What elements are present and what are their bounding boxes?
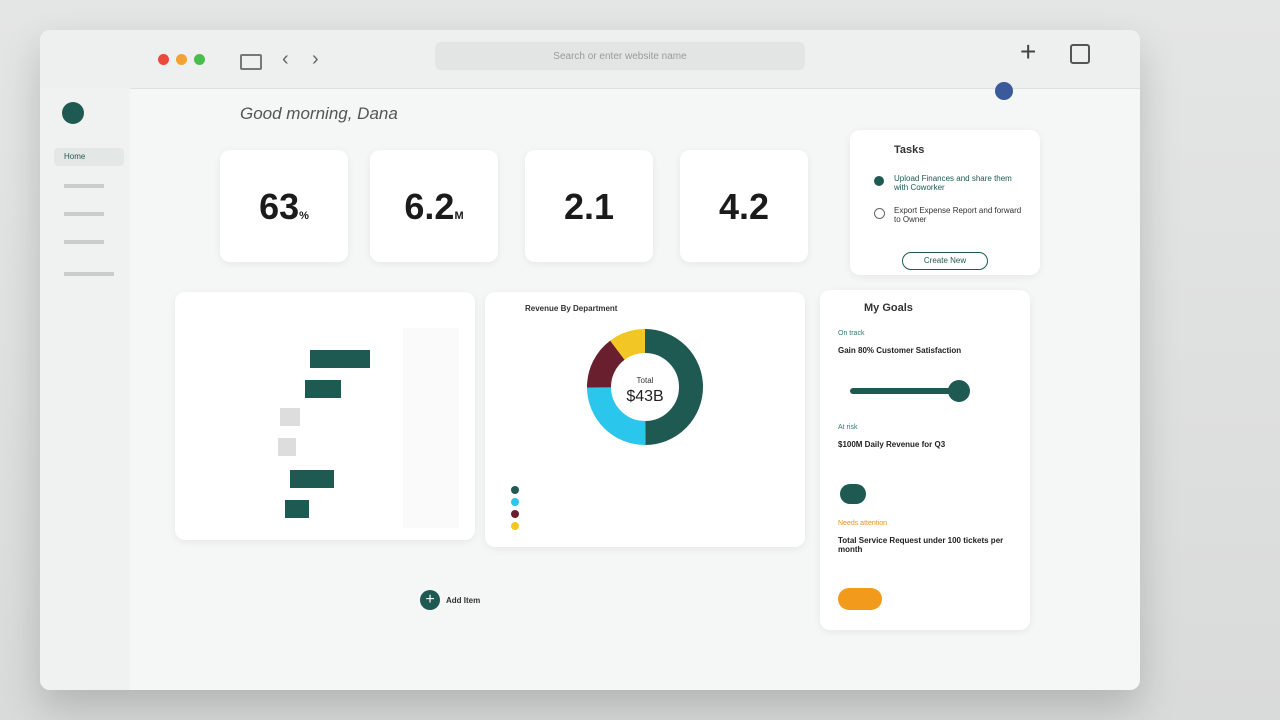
bar-shape: [305, 380, 341, 398]
donut-total: $43B: [626, 388, 664, 405]
kpi-value: 6.2M: [370, 186, 498, 228]
donut: [587, 329, 703, 445]
bar-graphic: [278, 328, 459, 528]
revenue-title: Revenue By Department: [525, 304, 618, 313]
sidebar: Home: [40, 88, 130, 690]
legend-swatch: [511, 522, 519, 530]
task-check[interactable]: [874, 176, 884, 186]
goal-status: Needs attention: [838, 520, 888, 527]
zoom-dot[interactable]: [194, 54, 205, 65]
goal-status: On track: [838, 330, 865, 337]
logo: [62, 102, 84, 124]
goals-card: My Goals On track Gain 80% Customer Sati…: [820, 290, 1030, 630]
donut-label: Total: [636, 376, 654, 385]
kpi-card: 4.2: [680, 150, 808, 262]
tasks-card: Tasks Upload Finances and share them wit…: [850, 130, 1040, 275]
kpi-card: 63%: [220, 150, 348, 262]
task-check[interactable]: [874, 208, 885, 219]
nav-item-placeholder[interactable]: [64, 240, 104, 244]
nav-item-placeholder[interactable]: [64, 272, 114, 276]
bar-shape: [280, 408, 300, 426]
bar-card: [175, 292, 475, 540]
task-item[interactable]: Upload Finances and share them with Cowo…: [894, 174, 1012, 192]
kpi-number: 63: [259, 186, 300, 227]
goal-status: At risk: [838, 424, 858, 431]
close-dot[interactable]: [158, 54, 169, 65]
legend-graphic: [511, 486, 519, 530]
back-button[interactable]: ‹: [282, 48, 289, 70]
kpi-unit: M: [454, 210, 464, 222]
minimize-dot[interactable]: [176, 54, 187, 65]
bar-shape: [278, 438, 296, 456]
greeting: Good morning, Dana: [240, 104, 398, 123]
add-item[interactable]: Add Item: [446, 596, 481, 605]
kpi-unit: %: [299, 210, 309, 222]
address-bar[interactable]: Search or enter website name: [435, 42, 805, 70]
bar-shape: [290, 470, 334, 488]
goal-knob: [838, 588, 882, 610]
goal-knob: [948, 380, 970, 402]
kpi-card: 2.1: [525, 150, 653, 262]
nav-item[interactable]: Home: [64, 152, 86, 161]
bar-shape: [310, 350, 370, 368]
nav-item-placeholder[interactable]: [64, 184, 104, 188]
kpi-value: 63%: [220, 186, 348, 228]
avatar[interactable]: [995, 82, 1013, 100]
trend-column: [403, 328, 459, 528]
donut-segment: [587, 329, 703, 445]
legend-swatch: [511, 486, 519, 494]
legend-swatch: [511, 510, 519, 518]
add-icon[interactable]: +: [420, 590, 440, 610]
forward-button[interactable]: ›: [312, 48, 319, 70]
goals-title: My Goals: [864, 302, 913, 314]
browser-window: ‹ › Search or enter website name + Home …: [40, 30, 1140, 690]
nav-item-placeholder[interactable]: [64, 212, 104, 216]
toolbar: ‹ › Search or enter website name +: [40, 30, 1140, 89]
sidebar-toggle[interactable]: [240, 54, 262, 70]
goal-title: Gain 80% Customer Satisfaction: [838, 346, 962, 355]
donut-segment: [587, 329, 703, 445]
nav-active: [54, 148, 124, 166]
bar-shape: [285, 500, 309, 518]
donut-segment: [587, 329, 703, 445]
goal-knob: [840, 484, 866, 504]
goal-title: Total Service Request under 100 tickets …: [838, 536, 1004, 554]
goal-progress: [850, 388, 960, 394]
kpi-value: 2.1: [563, 186, 615, 227]
tasks-title: Tasks: [894, 144, 925, 156]
kpi-number: 6.2: [404, 186, 455, 227]
create-button[interactable]: Create New: [902, 252, 988, 270]
new-tab[interactable]: +: [1020, 36, 1037, 67]
revenue-card: Revenue By Department Total $43B: [485, 292, 805, 547]
tabs-button[interactable]: [1070, 44, 1090, 64]
legend-swatch: [511, 498, 519, 506]
kpi-card: 6.2M: [370, 150, 498, 262]
task-item[interactable]: Export Expense Report and forward to Own…: [894, 206, 1022, 224]
goal-title: $100M Daily Revenue for Q3: [838, 440, 946, 449]
kpi-value: 4.2: [718, 186, 770, 227]
